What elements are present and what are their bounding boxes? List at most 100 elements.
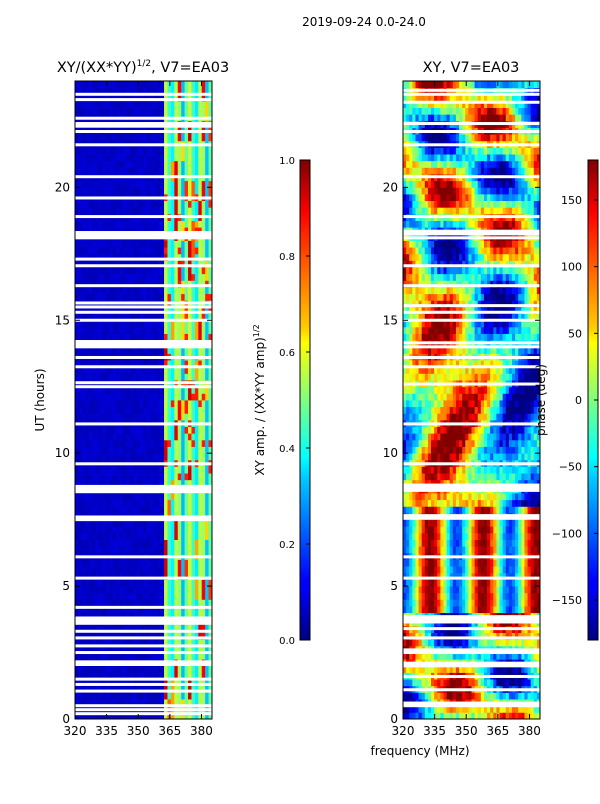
heatmap-cell: [85, 147, 89, 154]
heatmap-cell: [490, 586, 494, 593]
heatmap-cell: [188, 433, 192, 440]
heatmap-cell: [493, 566, 497, 573]
heatmap-cell: [85, 207, 89, 214]
heatmap-cell: [75, 201, 79, 208]
heatmap-cell: [403, 586, 407, 593]
heatmap-cell: [82, 413, 86, 420]
heatmap-cell: [102, 154, 106, 161]
heatmap-cell: [102, 274, 106, 281]
heatmap-cell: [157, 560, 161, 567]
y-tick-label: 20: [55, 180, 70, 194]
heatmap-cell: [89, 586, 93, 593]
heatmap-cell: [116, 393, 120, 400]
heatmap-cell: [144, 599, 148, 606]
heatmap-cell: [171, 400, 175, 407]
heatmap-cell: [167, 241, 171, 248]
heatmap-cell: [195, 540, 199, 547]
heatmap-cell: [164, 221, 168, 228]
heatmap-cell: [130, 274, 134, 281]
heatmap-cell: [130, 267, 134, 274]
heatmap-cell: [205, 400, 209, 407]
heatmap-cell: [120, 241, 124, 248]
heatmap-cell: [150, 221, 154, 228]
heatmap-cell: [154, 241, 158, 248]
heatmap-cell: [137, 187, 141, 194]
heatmap-cell: [191, 327, 195, 334]
heatmap-cell: [109, 373, 113, 380]
heatmap-cell: [133, 134, 137, 141]
heatmap-cell: [147, 599, 151, 606]
heatmap-cell: [130, 407, 134, 414]
heatmap-cell: [431, 606, 435, 613]
heatmap-cell: [202, 526, 206, 533]
heatmap-cell: [130, 540, 134, 547]
heatmap-cell: [171, 440, 175, 447]
heatmap-cell: [174, 493, 178, 500]
heatmap-cell: [434, 599, 438, 606]
heatmap-cell: [185, 181, 189, 188]
heatmap-cell: [195, 692, 199, 699]
heatmap-cell: [85, 440, 89, 447]
heatmap-cell: [99, 473, 103, 480]
flagged-gap: [75, 683, 212, 686]
heatmap-cell: [89, 593, 93, 600]
heatmap-cell: [150, 666, 154, 673]
heatmap-cell: [493, 639, 497, 646]
heatmap-cell: [157, 187, 161, 194]
heatmap-cell: [171, 147, 175, 154]
heatmap-cell: [178, 181, 182, 188]
heatmap-cell: [133, 579, 137, 586]
heatmap-cell: [147, 546, 151, 553]
heatmap-cell: [147, 427, 151, 434]
heatmap-cell: [202, 407, 206, 414]
heatmap-cell: [116, 108, 120, 115]
heatmap-cell: [109, 546, 113, 553]
heatmap-cell: [161, 433, 165, 440]
heatmap-cell: [109, 207, 113, 214]
heatmap-cell: [188, 546, 192, 553]
heatmap-cell: [147, 500, 151, 507]
heatmap-cell: [465, 606, 469, 613]
heatmap-cell: [205, 506, 209, 513]
heatmap-cell: [96, 287, 100, 294]
heatmap-cell: [116, 207, 120, 214]
heatmap-cell: [188, 440, 192, 447]
heatmap-cell: [185, 473, 189, 480]
heatmap-cell: [181, 201, 185, 208]
heatmap-cell: [113, 373, 117, 380]
heatmap-cell: [202, 453, 206, 460]
heatmap-cell: [503, 679, 507, 686]
heatmap-cell: [512, 566, 516, 573]
heatmap-cell: [150, 207, 154, 214]
heatmap-cell: [78, 593, 82, 600]
heatmap-cell: [205, 287, 209, 294]
heatmap-cell: [185, 221, 189, 228]
heatmap-cell: [150, 473, 154, 480]
heatmap-cell: [205, 433, 209, 440]
heatmap-cell: [181, 447, 185, 454]
heatmap-cell: [116, 540, 120, 547]
heatmap-cell: [126, 407, 130, 414]
heatmap-cell: [171, 500, 175, 507]
heatmap-cell: [157, 134, 161, 141]
flagged-gap: [75, 234, 212, 237]
heatmap-cell: [137, 560, 141, 567]
heatmap-cell: [481, 579, 485, 586]
heatmap-cell: [102, 533, 106, 540]
heatmap-cell: [78, 167, 82, 174]
heatmap-cell: [531, 606, 535, 613]
heatmap-cell: [205, 393, 209, 400]
heatmap-cell: [89, 101, 93, 108]
heatmap-cell: [181, 599, 185, 606]
heatmap-cell: [109, 201, 113, 208]
heatmap-cell: [106, 327, 110, 334]
heatmap-cell: [144, 81, 148, 88]
heatmap-cell: [116, 154, 120, 161]
heatmap-cell: [198, 493, 202, 500]
heatmap-cell: [487, 606, 491, 613]
heatmap-cell: [198, 533, 202, 540]
heatmap-cell: [188, 267, 192, 274]
heatmap-cell: [157, 167, 161, 174]
heatmap-cell: [116, 407, 120, 414]
